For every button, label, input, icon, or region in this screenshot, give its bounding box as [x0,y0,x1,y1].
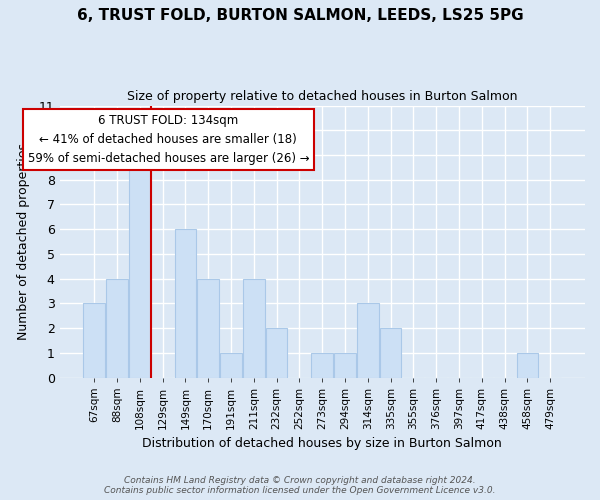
Text: 6 TRUST FOLD: 134sqm
← 41% of detached houses are smaller (18)
59% of semi-detac: 6 TRUST FOLD: 134sqm ← 41% of detached h… [28,114,309,165]
Bar [266,328,287,378]
Bar [357,304,379,378]
Bar [334,353,356,378]
Bar [380,328,401,378]
Bar [175,229,196,378]
Bar [220,353,242,378]
Y-axis label: Number of detached properties: Number of detached properties [17,143,31,340]
Bar [83,304,105,378]
Title: Size of property relative to detached houses in Burton Salmon: Size of property relative to detached ho… [127,90,518,103]
Bar [311,353,333,378]
X-axis label: Distribution of detached houses by size in Burton Salmon: Distribution of detached houses by size … [142,437,502,450]
Bar [517,353,538,378]
Bar [129,155,151,378]
Text: 6, TRUST FOLD, BURTON SALMON, LEEDS, LS25 5PG: 6, TRUST FOLD, BURTON SALMON, LEEDS, LS2… [77,8,523,22]
Bar [197,278,219,378]
Bar [106,278,128,378]
Bar [243,278,265,378]
Text: Contains HM Land Registry data © Crown copyright and database right 2024.
Contai: Contains HM Land Registry data © Crown c… [104,476,496,495]
